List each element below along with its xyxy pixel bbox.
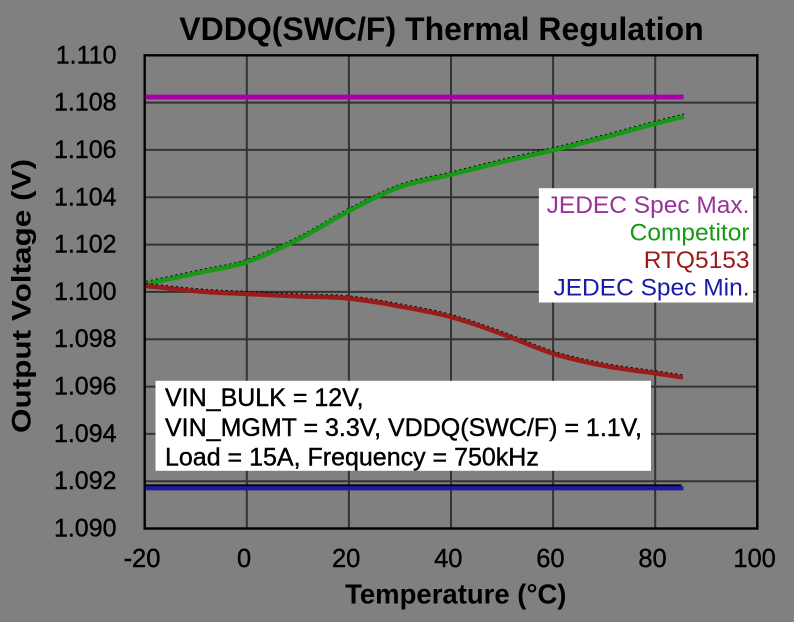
svg-text:40: 40 [434,545,462,573]
svg-text:60: 60 [536,545,564,573]
svg-text:Load = 15A, Frequency = 750kHz: Load = 15A, Frequency = 750kHz [165,444,539,472]
svg-text:JEDEC Spec Min.: JEDEC Spec Min. [553,275,749,302]
svg-text:1.104: 1.104 [54,183,117,211]
svg-text:1.106: 1.106 [54,136,117,164]
svg-text:1.096: 1.096 [54,373,117,401]
svg-text:VIN_MGMT = 3.3V, VDDQ(SWC/F) =: VIN_MGMT = 3.3V, VDDQ(SWC/F) = 1.1V, [165,414,642,442]
svg-text:100: 100 [733,545,776,573]
svg-text:1.100: 1.100 [54,278,117,306]
svg-text:Output Voltage (V): Output Voltage (V) [7,159,37,433]
svg-text:VDDQ(SWC/F) Thermal Regulation: VDDQ(SWC/F) Thermal Regulation [179,11,703,47]
svg-text:JEDEC Spec Max.: JEDEC Spec Max. [547,192,750,219]
svg-text:Temperature (°C): Temperature (°C) [345,579,566,610]
svg-text:RTQ5153: RTQ5153 [644,247,750,274]
svg-text:1.092: 1.092 [54,467,117,495]
svg-text:1.098: 1.098 [54,325,117,353]
svg-text:80: 80 [638,545,666,573]
svg-text:VIN_BULK = 12V,: VIN_BULK = 12V, [165,384,364,412]
svg-text:-20: -20 [124,545,161,573]
svg-text:Competitor: Competitor [630,220,750,247]
svg-text:1.094: 1.094 [54,420,117,448]
svg-text:0: 0 [237,545,251,573]
svg-text:1.090: 1.090 [54,515,117,543]
svg-text:1.110: 1.110 [56,41,117,69]
svg-text:20: 20 [332,545,360,573]
svg-text:1.108: 1.108 [54,89,117,117]
svg-text:1.102: 1.102 [54,231,117,259]
